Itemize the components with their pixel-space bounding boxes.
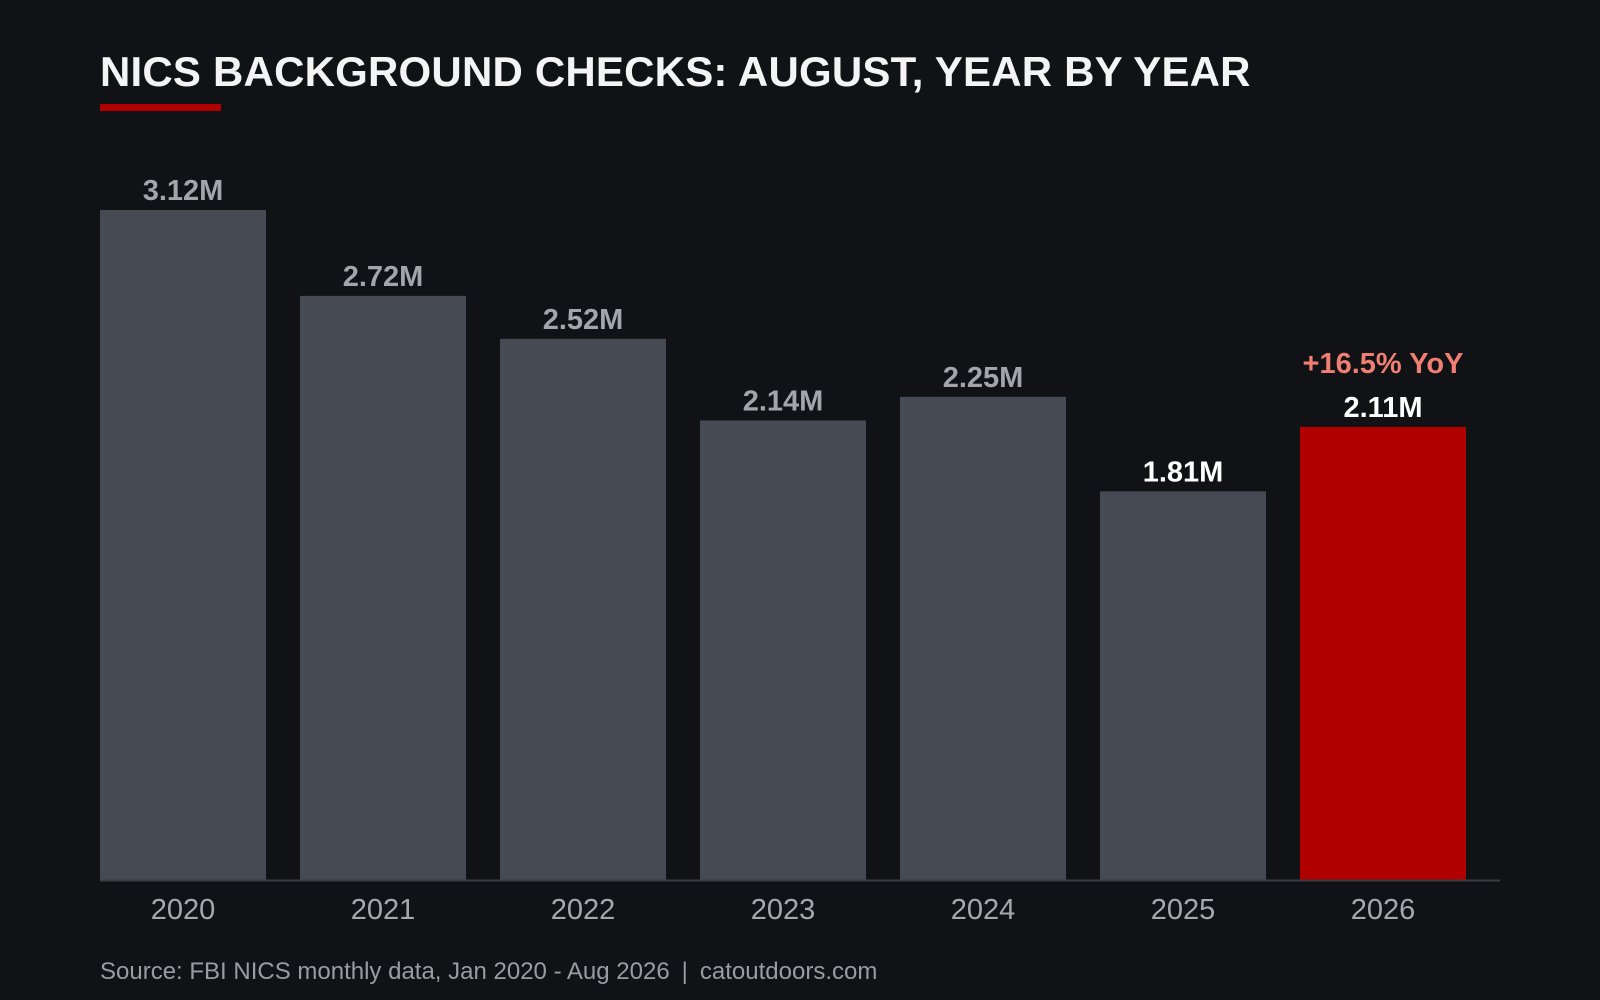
bar-value-label-2023: 2.14M	[743, 385, 824, 417]
x-tick-label-2024: 2024	[951, 894, 1016, 926]
source-text: Source: FBI NICS monthly data, Jan 2020 …	[100, 958, 670, 985]
x-tick-label-2026: 2026	[1351, 894, 1416, 926]
bars-group	[100, 210, 1466, 880]
x-tick-label-2020: 2020	[151, 894, 216, 926]
yoy-annotation: +16.5% YoY	[1303, 348, 1464, 380]
bar-2021	[300, 295, 466, 880]
bar-value-label-2020: 3.12M	[143, 175, 224, 207]
bar-2024	[900, 396, 1066, 880]
bar-value-label-2025: 1.81M	[1143, 456, 1224, 488]
source-site: catoutdoors.com	[699, 958, 878, 985]
x-tick-labels-group: 2020 2021 2022 2023 2024 2025 2026	[151, 894, 1416, 926]
bar-value-label-2021: 2.72M	[343, 261, 424, 293]
bar-2022	[500, 338, 666, 880]
bar-2023	[700, 420, 866, 880]
footer-separator: |	[681, 958, 688, 985]
title-underline	[100, 104, 221, 111]
bar-2020	[100, 210, 266, 880]
x-tick-label-2025: 2025	[1151, 894, 1216, 926]
x-tick-label-2021: 2021	[351, 894, 416, 926]
bar-chart: 3.12M 2.72M 2.52M 2.14M 2.25M 1.81M 2.11M 2020…	[100, 175, 1500, 926]
bar-labels-group: 3.12M 2.72M 2.52M 2.14M 2.25M 1.81M 2.11M	[143, 175, 1423, 488]
bar-value-label-2026: 2.11M	[1344, 392, 1423, 424]
bar-2026	[1300, 426, 1466, 880]
bar-value-label-2024: 2.25M	[943, 362, 1024, 394]
x-tick-label-2022: 2022	[551, 894, 616, 926]
x-tick-label-2023: 2023	[751, 894, 816, 926]
bar-value-label-2022: 2.52M	[543, 304, 624, 336]
bar-2025	[1100, 491, 1266, 880]
chart-title: NICS BACKGROUND CHECKS: AUGUST, YEAR BY …	[100, 48, 1251, 95]
source-footer: Source: FBI NICS monthly data, Jan 2020 …	[100, 958, 877, 986]
